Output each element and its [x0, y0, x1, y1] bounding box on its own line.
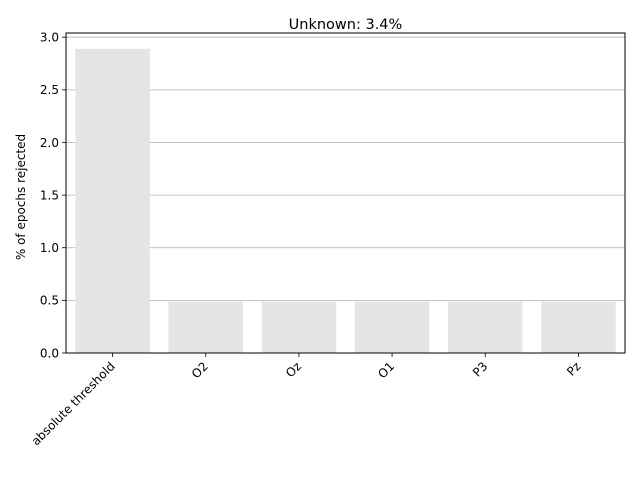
- x-ticks: absolute threshold O2 Oz O1 P3 Pz: [29, 353, 584, 448]
- y-tick-label: 0.0: [40, 346, 59, 360]
- y-tick-label: 0.5: [40, 294, 59, 308]
- x-tick-label: O2: [189, 359, 211, 381]
- bar-absolute-threshold: [75, 48, 150, 353]
- y-tick-label: 2.0: [40, 136, 59, 150]
- bar-oz: [261, 301, 337, 353]
- y-tick-label: 1.5: [40, 188, 59, 202]
- x-tick-label: P3: [470, 359, 490, 379]
- grid-lines: [66, 36, 625, 354]
- y-ticks: 0.0 0.5 1.0 1.5 2.0 2.5 3.0: [40, 31, 66, 360]
- bar-o1: [354, 301, 430, 353]
- axes: [65, 32, 626, 354]
- y-tick-label: 1.0: [40, 241, 59, 255]
- bar-pz: [541, 301, 616, 353]
- y-tick-label: 2.5: [40, 83, 59, 97]
- bar-o2: [168, 301, 244, 353]
- y-axis-label: % of epochs rejected: [14, 134, 28, 260]
- x-tick-label: O1: [375, 359, 397, 381]
- x-tick-label: Pz: [564, 359, 583, 378]
- bar-p3: [447, 301, 523, 353]
- x-tick-label: absolute threshold: [29, 359, 118, 448]
- y-tick-label: 3.0: [40, 31, 59, 45]
- plot-frame: [65, 32, 626, 354]
- bars: [75, 48, 616, 353]
- x-tick-label: Oz: [283, 359, 304, 380]
- chart-title: Unknown: 3.4%: [289, 17, 403, 33]
